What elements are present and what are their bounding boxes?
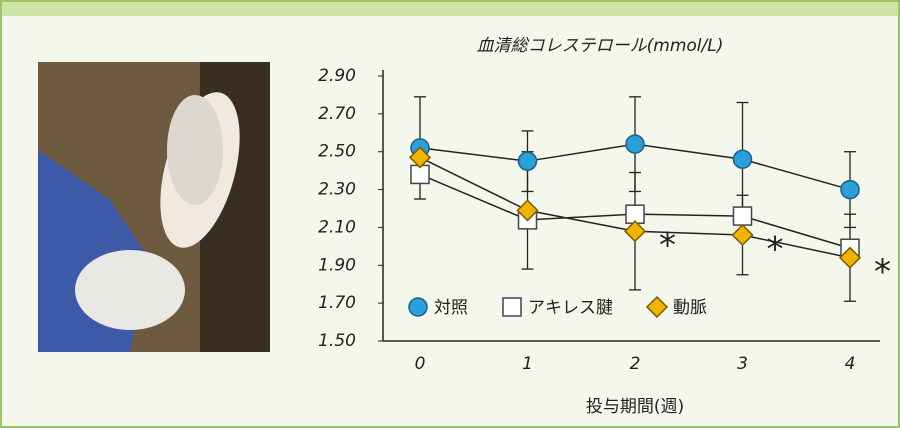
photo — [38, 62, 270, 352]
y-tick-label: 2.90 — [318, 66, 356, 86]
point — [645, 295, 669, 319]
x-tick-label: 4 — [845, 354, 856, 374]
legend-label: 対照 — [434, 298, 468, 318]
point — [731, 223, 754, 247]
point — [732, 149, 753, 170]
point — [516, 199, 539, 222]
significance-mark: * — [874, 252, 891, 292]
chart-title: 血清総コレステロール(mmol/L) — [477, 36, 724, 56]
legend-label: アキレス腱 — [528, 298, 613, 318]
point — [502, 297, 522, 317]
y-tick-label: 1.50 — [318, 331, 356, 351]
y-tick-label: 2.50 — [318, 142, 356, 162]
legend-label: 動脈 — [673, 298, 707, 318]
y-tick-label: 1.70 — [318, 293, 356, 313]
y-tick-label: 2.10 — [318, 217, 356, 237]
x-tick-label: 0 — [415, 354, 426, 374]
point — [838, 246, 862, 269]
point — [840, 179, 860, 200]
point — [625, 134, 645, 154]
x-tick-label: 3 — [737, 354, 748, 374]
y-tick-label: 2.30 — [318, 180, 356, 200]
header-band — [0, 0, 900, 16]
legend-item: アキレス腱 — [502, 297, 613, 318]
photo-glove2 — [167, 95, 223, 205]
point — [623, 220, 647, 243]
significance-mark: * — [767, 230, 784, 270]
photo-glove — [75, 250, 185, 330]
legend-item: 対照 — [408, 297, 468, 318]
point — [408, 297, 428, 317]
x-tick-label: 2 — [630, 354, 641, 374]
legend-item: 動脈 — [645, 295, 707, 319]
y-tick-label: 2.70 — [318, 104, 356, 124]
y-tick-label: 1.90 — [318, 255, 356, 275]
point — [732, 206, 753, 226]
point — [517, 151, 538, 171]
significance-mark: * — [659, 226, 676, 266]
x-axis-title: 投与期間(週) — [586, 397, 684, 417]
point — [408, 146, 432, 169]
x-tick-label: 1 — [522, 354, 533, 374]
